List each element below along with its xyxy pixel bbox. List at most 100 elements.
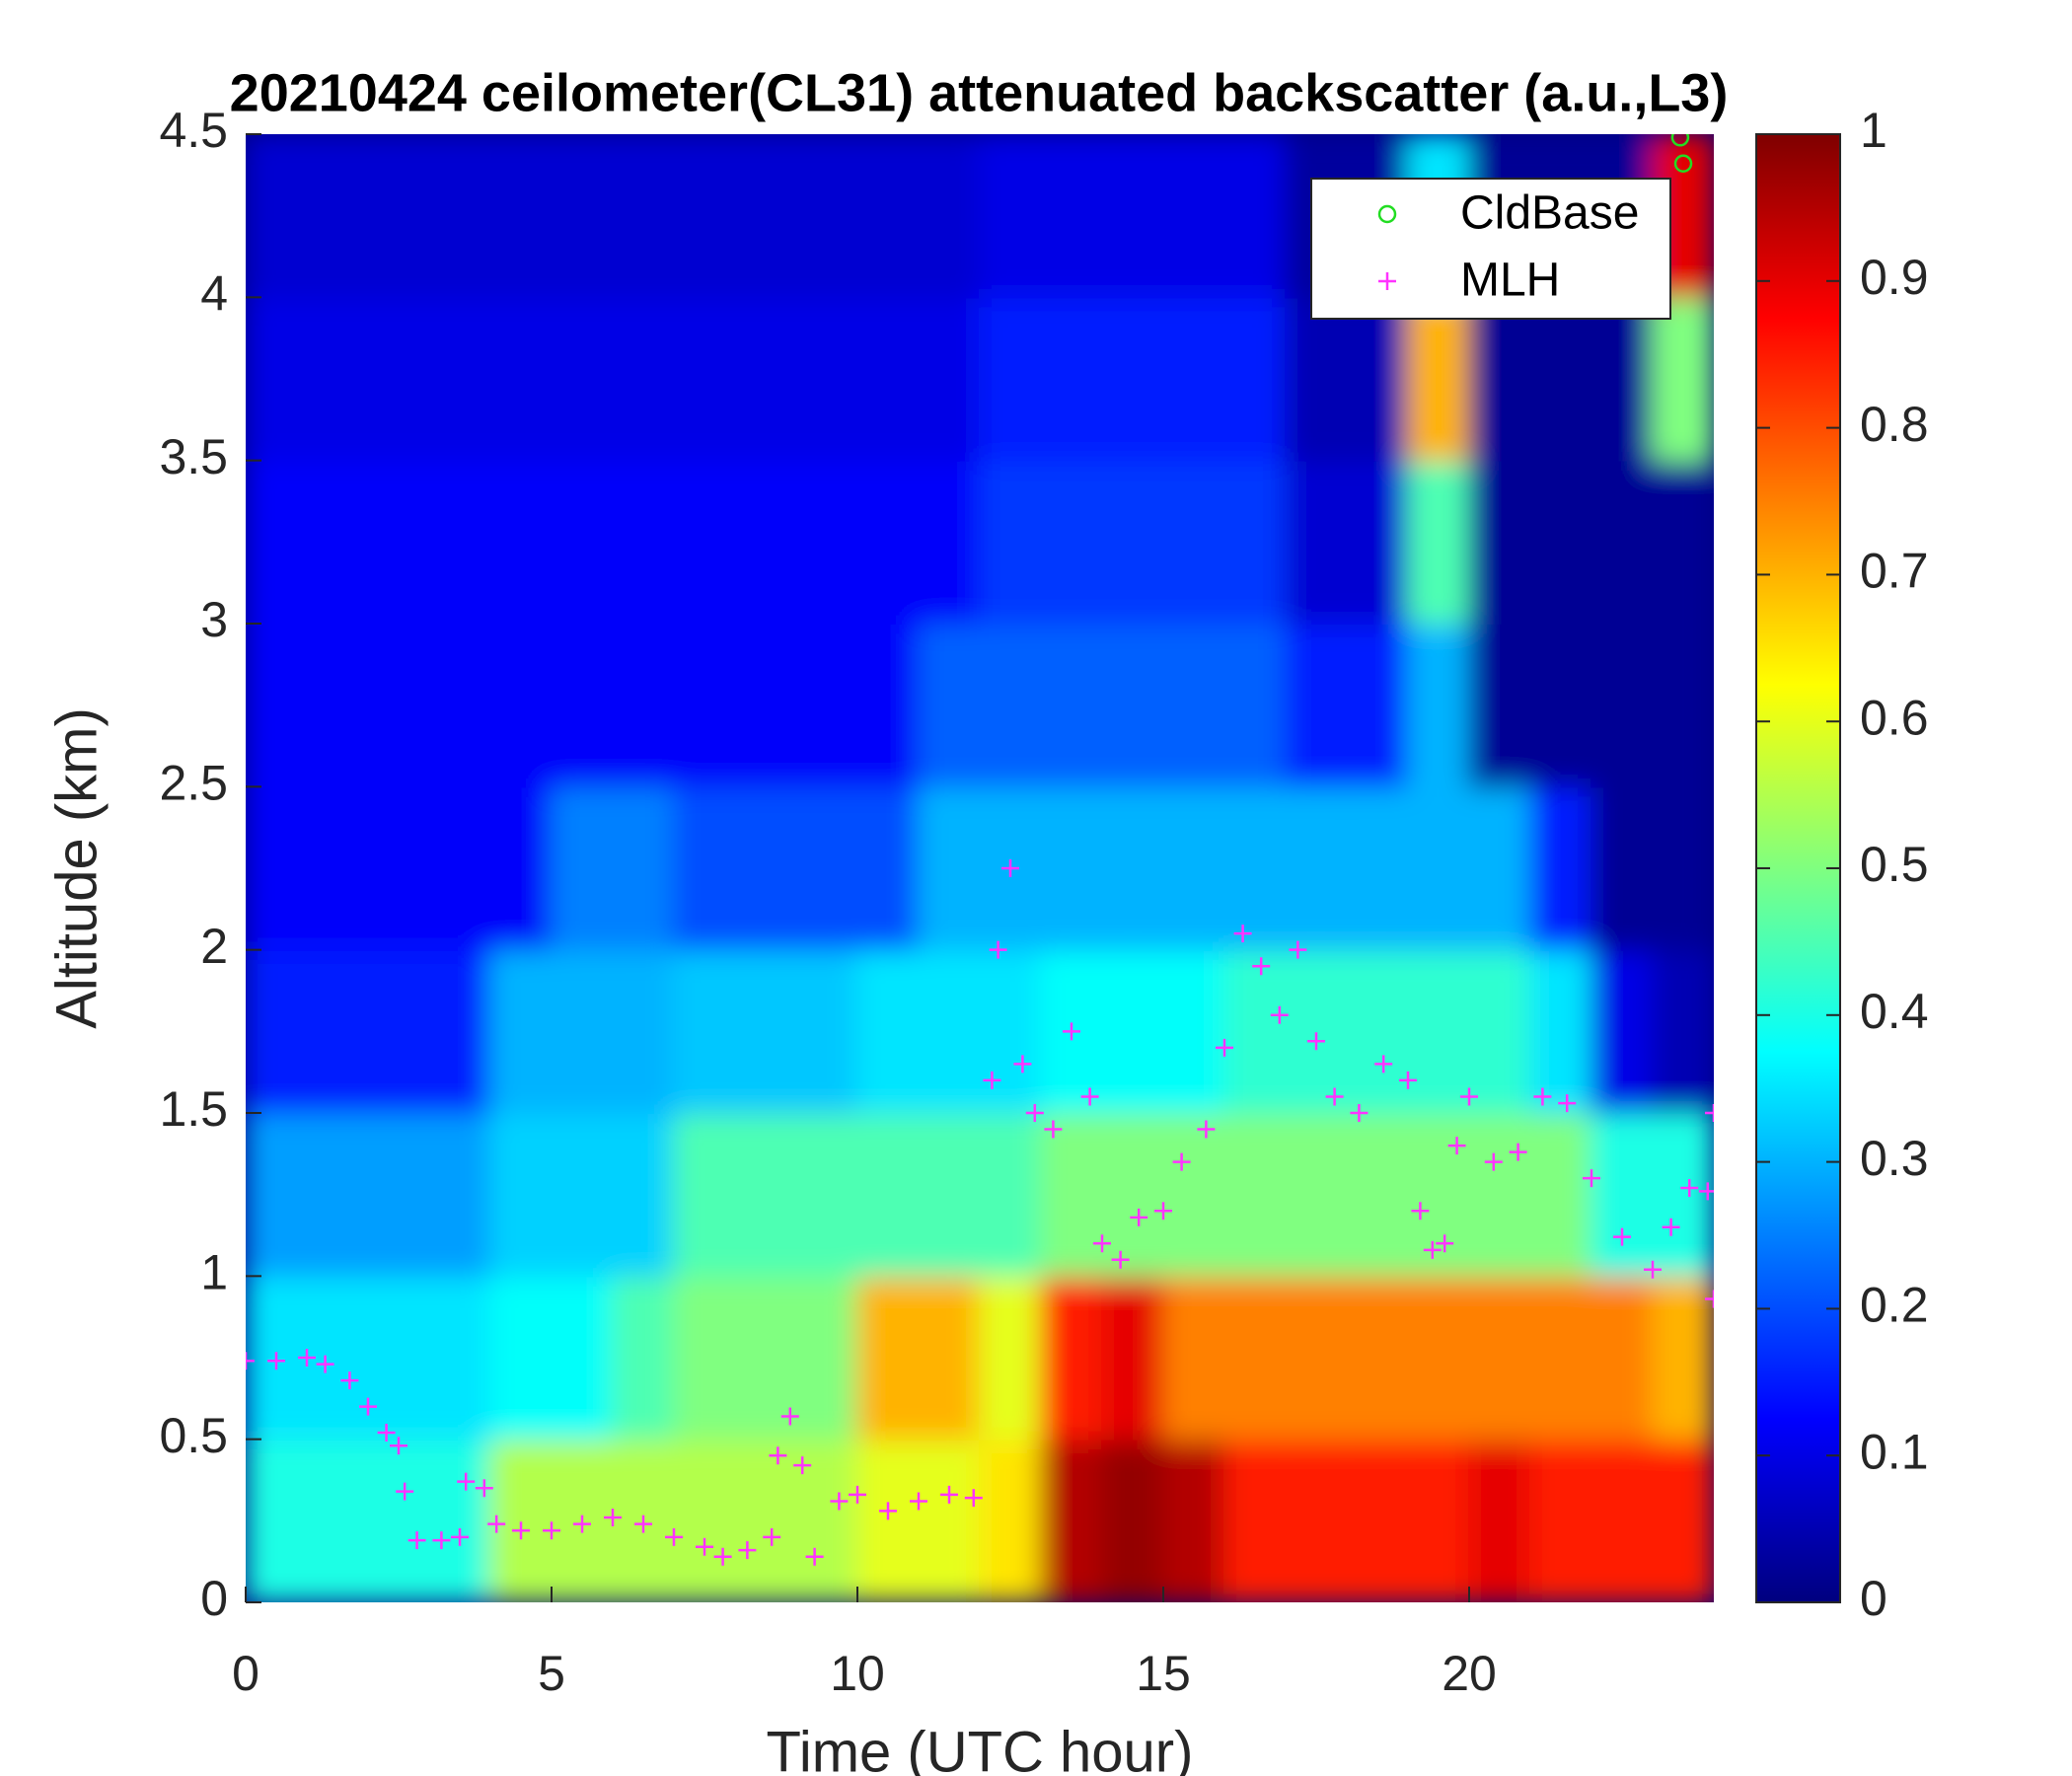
heatmap-cell [489,623,553,788]
heatmap-cell [612,948,675,1114]
heatmap-cell [1285,1438,1348,1602]
heatmap-cell [612,623,675,788]
heatmap-cell [856,1112,920,1278]
heatmap-cell [1591,785,1654,951]
heatmap-cell [795,1275,858,1441]
heatmap-cell [1223,623,1287,788]
mlh-marker [738,1541,757,1560]
heatmap-cell [856,134,920,299]
mlh-marker [1111,1250,1130,1269]
x-axis-label: Time (UTC hour) [767,1720,1194,1776]
mlh-marker [1252,957,1271,976]
heatmap-cell [1101,134,1164,299]
heatmap-cell [551,296,614,462]
heatmap-cell [979,134,1042,299]
y-tick-label: 0 [200,1571,228,1626]
heatmap-cell [918,948,981,1114]
mlh-marker [1613,1227,1631,1246]
legend-marker [1378,272,1396,290]
colorbar-tick-label: 0.7 [1860,544,1929,599]
heatmap-cell [367,1438,430,1602]
colorbar-tick-label: 0.3 [1860,1131,1929,1186]
heatmap-cell [1285,1112,1348,1278]
heatmap-cell [918,296,981,462]
colorbar-tick-label: 0.4 [1860,984,1929,1039]
mlh-marker [267,1352,285,1370]
heatmap-cell [1101,623,1164,788]
heatmap-cell [1468,459,1531,625]
heatmap-cell [367,459,430,625]
heatmap-cell [1591,296,1654,462]
heatmap-cell [979,1112,1042,1278]
heatmap-cell [1040,623,1103,788]
heatmap-cell [612,296,675,462]
heatmap-cell [1223,948,1287,1114]
heatmap-cell [1162,623,1225,788]
heatmap-cell [795,459,858,625]
heatmap-cell [918,1275,981,1441]
heatmap-cell [1529,623,1592,788]
heatmap-cell [551,1275,614,1441]
heatmap-cell [1223,1438,1287,1602]
heatmap-cell [246,623,308,788]
heatmap-cell [979,1275,1042,1441]
heatmap-cell [673,459,736,625]
heatmap-cell [1652,623,1714,788]
y-tick-label: 4 [200,266,228,322]
mlh-marker [1080,1087,1099,1106]
heatmap-cell [856,459,920,625]
y-tick-label: 3 [200,592,228,647]
heatmap-cell [734,623,797,788]
heatmap-cell [612,459,675,625]
heatmap-cell [1223,296,1287,462]
heatmap-cell [428,459,491,625]
heatmap-cell [734,1438,797,1602]
mlh-marker [573,1515,591,1533]
mlh-marker [696,1537,713,1556]
heatmap-cell [612,1275,675,1441]
heatmap-cell [918,459,981,625]
heatmap-cell [1529,1112,1592,1278]
heatmap-cell [1652,1275,1714,1441]
cloud-base-marker [1670,134,1690,147]
heatmap-cell [856,1438,920,1602]
heatmap-cell [551,459,614,625]
mlh-marker [769,1446,787,1465]
x-tick-label: 15 [1136,1646,1191,1701]
colorbar-tick-label: 0.9 [1860,250,1929,305]
heatmap-cell [1162,785,1225,951]
heatmap-cell [1468,1438,1531,1602]
heatmap-cell [918,623,981,788]
mlh-marker [1307,1032,1325,1051]
heatmap [246,134,1714,1602]
heatmap-cell [428,296,491,462]
colorbar-frame [1755,133,1841,1603]
heatmap-cell [367,296,430,462]
heatmap-cell [367,948,430,1114]
x-tick-label: 5 [538,1646,565,1701]
heatmap-cell [1407,1112,1470,1278]
heatmap-cell [246,134,308,299]
mlh-marker [1662,1218,1680,1236]
heatmap-cell [551,948,614,1114]
heatmap-cell [1162,948,1225,1114]
heatmap-cell [367,1112,430,1278]
heatmap-cell [1529,785,1592,951]
heatmap-cell [673,948,736,1114]
markers [246,134,1714,1566]
heatmap-cell [1285,948,1348,1114]
mlh-marker [989,940,1007,959]
heatmap-cell [1101,296,1164,462]
mlh-marker [340,1371,359,1390]
heatmap-cell [673,1438,736,1602]
heatmap-cell [1591,1112,1654,1278]
mlh-marker [849,1485,866,1504]
heatmap-cell [1346,296,1409,462]
mlh-marker [1447,1137,1466,1155]
mlh-marker [512,1521,530,1540]
heatmap-cell [489,785,553,951]
heatmap-cell [306,948,369,1114]
heatmap-cell [1223,459,1287,625]
mlh-marker [1374,1055,1393,1073]
mlh-marker [1484,1152,1503,1171]
